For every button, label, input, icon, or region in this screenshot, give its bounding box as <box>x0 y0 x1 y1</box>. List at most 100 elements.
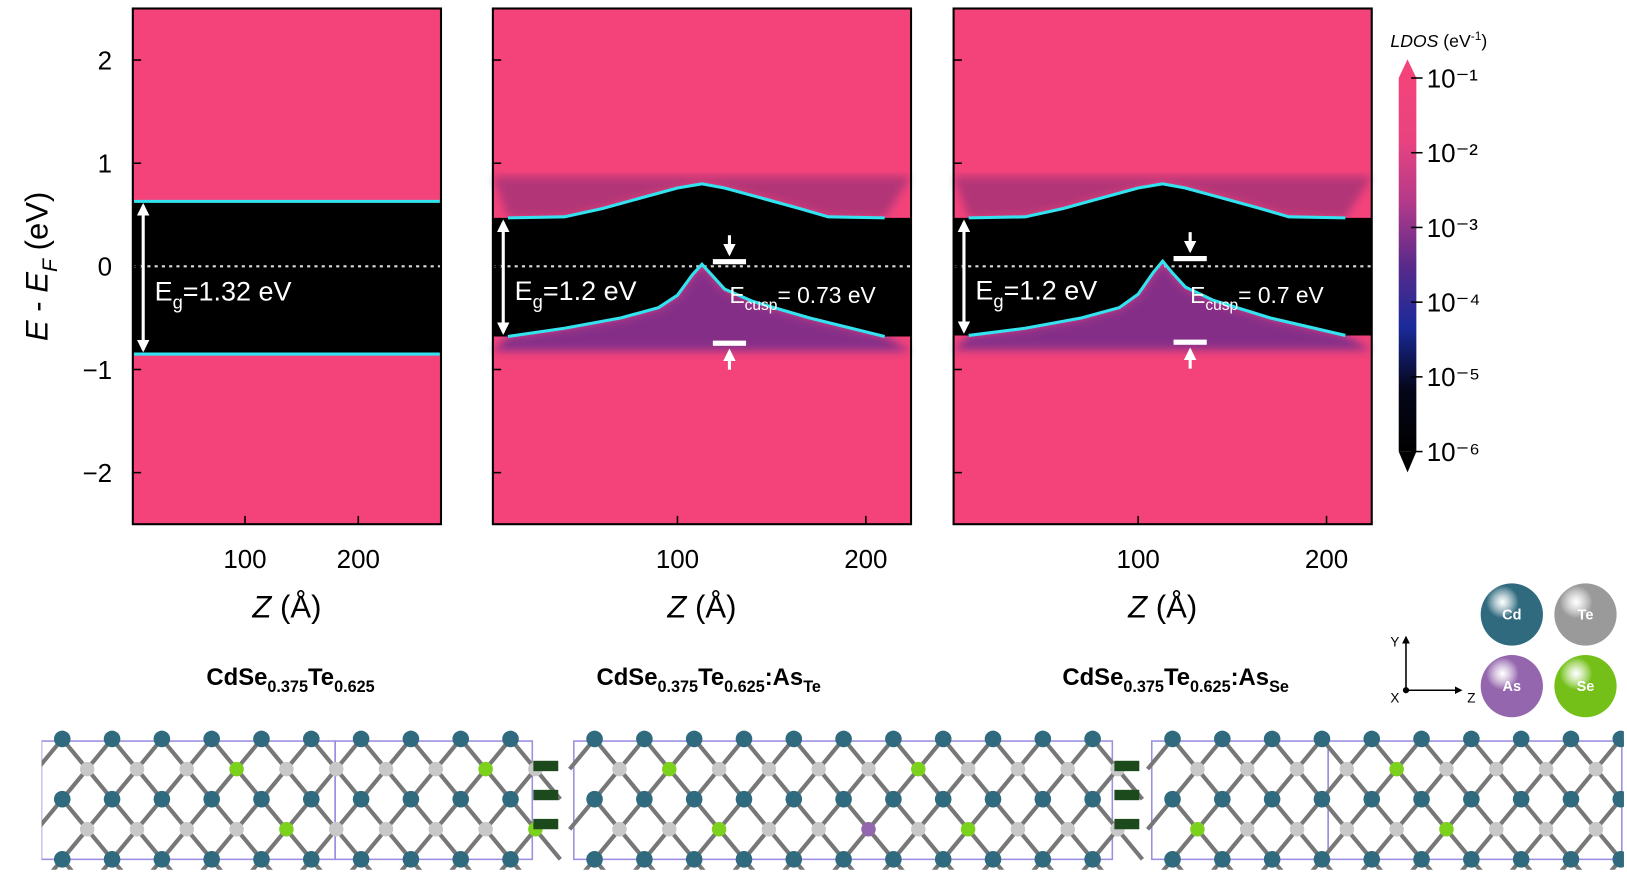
colorbar-extend <box>1399 452 1417 473</box>
text-part: (Å) <box>1147 590 1197 625</box>
atom <box>712 822 727 837</box>
atom <box>1190 762 1205 777</box>
axis-origin <box>1403 687 1409 693</box>
atom <box>612 762 627 777</box>
text-part: Te <box>1164 664 1190 691</box>
atom <box>1264 791 1281 808</box>
atom-label: Se <box>1577 679 1595 695</box>
text-part: F <box>39 258 62 272</box>
atom <box>203 731 220 748</box>
atom <box>329 762 344 777</box>
colorbar-tick-label: 10⁻⁵ <box>1427 364 1480 392</box>
text-part: g <box>533 291 543 312</box>
atom <box>54 851 71 868</box>
atom <box>1240 762 1255 777</box>
atom <box>279 762 294 777</box>
x-tick-label: 200 <box>337 546 380 574</box>
atom <box>502 791 519 808</box>
atom <box>303 791 320 808</box>
text-part: :As <box>765 664 803 691</box>
text-part: -1 <box>1471 29 1482 43</box>
text-part: 0.375 <box>1123 678 1164 696</box>
atom <box>1463 791 1480 808</box>
atom <box>502 851 519 868</box>
text-part: E <box>155 277 173 307</box>
atom <box>985 851 1002 868</box>
atom <box>80 822 95 837</box>
atom <box>1389 822 1404 837</box>
atom <box>1084 791 1101 808</box>
y-tick-label: −1 <box>82 357 112 385</box>
text-part: =1.32 eV <box>183 277 292 307</box>
figure: 100200210−1−2Z (Å)E - EF (eV)Eg=1.32 eV1… <box>0 0 1627 872</box>
equivalence-bar <box>533 819 558 829</box>
atom <box>636 791 653 808</box>
atom <box>180 762 195 777</box>
atom <box>154 731 171 748</box>
atom <box>1264 731 1281 748</box>
text-part: :As <box>1231 664 1269 691</box>
text-part: CdSe <box>1062 664 1123 691</box>
atom <box>1563 851 1580 868</box>
y-axis-label: E - EF (eV) <box>20 192 62 342</box>
text-part: =1.2 eV <box>543 276 637 306</box>
text-part: Z <box>1127 590 1148 625</box>
text-part: Te <box>698 664 724 691</box>
colorbar-tick-label: 10⁻¹ <box>1427 65 1479 93</box>
atom <box>429 762 444 777</box>
atom <box>1164 731 1181 748</box>
atom <box>253 851 270 868</box>
cusp-bar <box>1174 340 1207 345</box>
text-part: E <box>975 275 993 305</box>
atom <box>1439 822 1454 837</box>
atom <box>104 731 121 748</box>
text-part: (Å) <box>686 590 736 625</box>
atom <box>985 731 1002 748</box>
text-part: 0.625 <box>724 678 765 696</box>
text-part: LDOS <box>1390 31 1438 51</box>
atom <box>429 822 444 837</box>
atom <box>1011 762 1026 777</box>
x-tick-label: 100 <box>656 546 699 574</box>
text-part: Se <box>1269 678 1289 696</box>
text-part: 0.625 <box>334 678 375 696</box>
atom <box>686 791 703 808</box>
atom <box>1035 851 1052 868</box>
cusp-bar <box>713 341 746 346</box>
atom <box>612 822 627 837</box>
atom <box>861 822 876 837</box>
atom <box>736 731 753 748</box>
text-part: g <box>173 292 183 313</box>
atom <box>861 762 876 777</box>
atom <box>1589 822 1604 837</box>
atom <box>811 762 826 777</box>
atom <box>1563 731 1580 748</box>
atom <box>961 762 976 777</box>
text-part: cusp <box>1205 297 1238 314</box>
atom <box>1363 851 1380 868</box>
text-part: Te <box>308 664 334 691</box>
atom <box>1214 731 1231 748</box>
text-part: Te <box>803 678 821 696</box>
colorbar-tick-label: 10⁻⁴ <box>1427 289 1481 317</box>
atom <box>403 851 420 868</box>
atom <box>662 822 677 837</box>
equivalence-bar <box>1114 819 1139 829</box>
atom <box>1363 791 1380 808</box>
atom <box>636 851 653 868</box>
colorbar <box>1399 78 1417 452</box>
atom <box>1463 731 1480 748</box>
text-part: CdSe <box>596 664 657 691</box>
atom <box>1084 731 1101 748</box>
atom <box>54 731 71 748</box>
atom <box>154 851 171 868</box>
text-part: 0.375 <box>267 678 308 696</box>
text-part: cusp <box>745 297 778 314</box>
atom-label: As <box>1503 679 1522 695</box>
atom <box>1513 791 1530 808</box>
text-part: ) <box>1481 31 1487 51</box>
atom <box>104 791 121 808</box>
atom <box>1413 851 1430 868</box>
atom <box>885 851 902 868</box>
atom <box>229 762 244 777</box>
